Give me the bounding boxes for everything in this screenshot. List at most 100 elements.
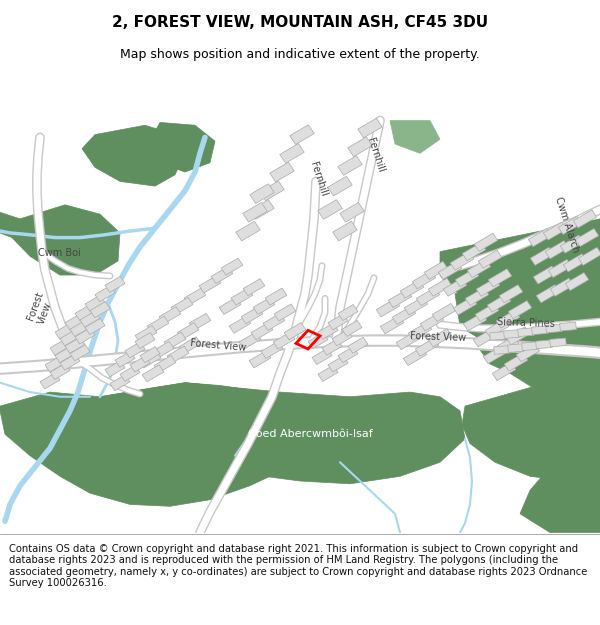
Polygon shape: [532, 326, 548, 334]
Polygon shape: [403, 348, 427, 366]
Polygon shape: [274, 304, 296, 321]
Polygon shape: [485, 319, 509, 338]
Text: Forest View: Forest View: [410, 331, 466, 342]
Polygon shape: [476, 278, 500, 296]
Polygon shape: [455, 261, 600, 364]
Polygon shape: [338, 156, 362, 176]
Polygon shape: [175, 382, 465, 484]
Polygon shape: [45, 356, 65, 372]
Polygon shape: [241, 307, 263, 324]
Polygon shape: [516, 344, 540, 362]
Polygon shape: [440, 219, 600, 299]
Polygon shape: [318, 323, 338, 339]
Polygon shape: [545, 241, 569, 259]
Polygon shape: [260, 181, 284, 201]
Polygon shape: [70, 321, 90, 336]
Polygon shape: [415, 338, 439, 356]
Polygon shape: [487, 294, 511, 312]
Polygon shape: [50, 339, 70, 355]
Polygon shape: [75, 304, 95, 321]
Polygon shape: [332, 330, 352, 346]
Polygon shape: [148, 122, 215, 172]
Polygon shape: [110, 374, 130, 391]
Polygon shape: [404, 297, 428, 315]
Polygon shape: [508, 301, 532, 319]
Polygon shape: [342, 321, 362, 336]
Polygon shape: [424, 261, 448, 279]
Polygon shape: [467, 259, 491, 278]
Polygon shape: [251, 322, 273, 340]
Polygon shape: [573, 210, 597, 228]
Polygon shape: [243, 279, 265, 296]
Polygon shape: [474, 233, 498, 251]
Polygon shape: [0, 382, 310, 465]
Polygon shape: [465, 288, 489, 306]
Polygon shape: [284, 322, 306, 340]
Polygon shape: [328, 356, 348, 372]
Polygon shape: [328, 314, 348, 330]
Polygon shape: [249, 351, 271, 368]
Polygon shape: [0, 213, 20, 238]
Polygon shape: [164, 332, 186, 349]
Polygon shape: [167, 346, 189, 363]
Polygon shape: [280, 144, 304, 163]
Polygon shape: [560, 322, 577, 331]
Polygon shape: [543, 222, 567, 240]
Polygon shape: [478, 250, 502, 268]
Polygon shape: [392, 306, 416, 324]
Polygon shape: [503, 329, 520, 338]
Polygon shape: [60, 330, 80, 346]
Polygon shape: [120, 365, 140, 381]
Polygon shape: [483, 346, 507, 364]
Text: Sierra Pines: Sierra Pines: [497, 316, 555, 329]
Polygon shape: [438, 261, 462, 279]
Polygon shape: [548, 259, 572, 278]
Text: Cwm Boi: Cwm Boi: [38, 248, 81, 258]
Polygon shape: [142, 365, 164, 382]
Polygon shape: [308, 332, 328, 349]
Polygon shape: [412, 271, 436, 289]
Polygon shape: [504, 353, 528, 371]
Text: Fernhill: Fernhill: [308, 161, 329, 198]
Polygon shape: [528, 229, 552, 247]
Polygon shape: [428, 329, 452, 347]
Polygon shape: [416, 288, 440, 306]
Polygon shape: [508, 344, 524, 352]
Polygon shape: [273, 332, 295, 349]
Polygon shape: [545, 324, 562, 332]
Polygon shape: [85, 319, 105, 334]
Polygon shape: [90, 302, 110, 318]
Polygon shape: [521, 342, 538, 351]
Polygon shape: [428, 278, 452, 296]
Polygon shape: [518, 328, 535, 336]
Polygon shape: [455, 269, 479, 287]
Polygon shape: [80, 311, 100, 327]
Polygon shape: [60, 354, 80, 370]
Polygon shape: [575, 229, 599, 247]
Polygon shape: [105, 361, 125, 377]
Text: 2, FOREST VIEW, MOUNTAIN ASH, CF45 3DU: 2, FOREST VIEW, MOUNTAIN ASH, CF45 3DU: [112, 14, 488, 29]
Polygon shape: [270, 162, 294, 182]
Polygon shape: [390, 121, 440, 153]
Polygon shape: [55, 323, 75, 339]
Polygon shape: [0, 382, 315, 506]
Polygon shape: [50, 363, 70, 379]
Polygon shape: [243, 202, 267, 222]
Polygon shape: [388, 289, 412, 308]
Polygon shape: [563, 254, 587, 272]
Polygon shape: [40, 372, 60, 389]
Polygon shape: [475, 304, 499, 321]
Polygon shape: [400, 280, 424, 298]
Polygon shape: [462, 242, 486, 261]
Polygon shape: [358, 118, 382, 138]
Polygon shape: [229, 316, 251, 333]
Text: Contains OS data © Crown copyright and database right 2021. This information is : Contains OS data © Crown copyright and d…: [9, 544, 587, 588]
Polygon shape: [494, 346, 511, 354]
Polygon shape: [263, 313, 285, 331]
Polygon shape: [239, 332, 261, 349]
Polygon shape: [135, 326, 157, 342]
Text: Cwm Alarch: Cwm Alarch: [553, 195, 580, 254]
Polygon shape: [348, 137, 372, 157]
Polygon shape: [533, 266, 557, 284]
Polygon shape: [506, 327, 530, 345]
